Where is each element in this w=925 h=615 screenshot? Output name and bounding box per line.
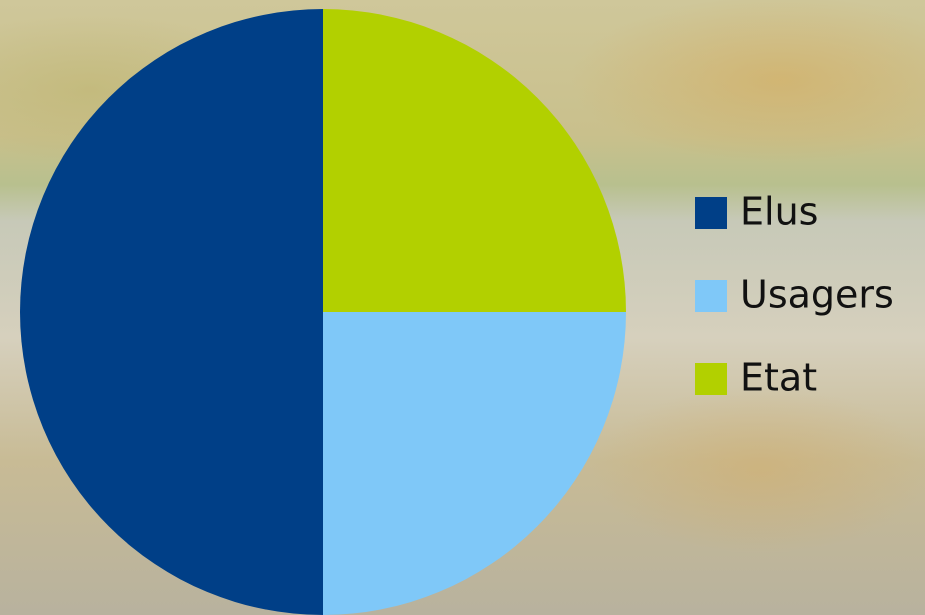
legend-label: Usagers (740, 273, 894, 317)
legend-label: Etat (740, 356, 817, 400)
pie-slice (323, 9, 626, 312)
legend-swatch (695, 197, 727, 229)
pie-slice (20, 9, 323, 615)
legend-label: Elus (740, 190, 818, 234)
pie-slice (323, 312, 626, 615)
legend-swatch (695, 363, 727, 395)
legend-swatch (695, 280, 727, 312)
